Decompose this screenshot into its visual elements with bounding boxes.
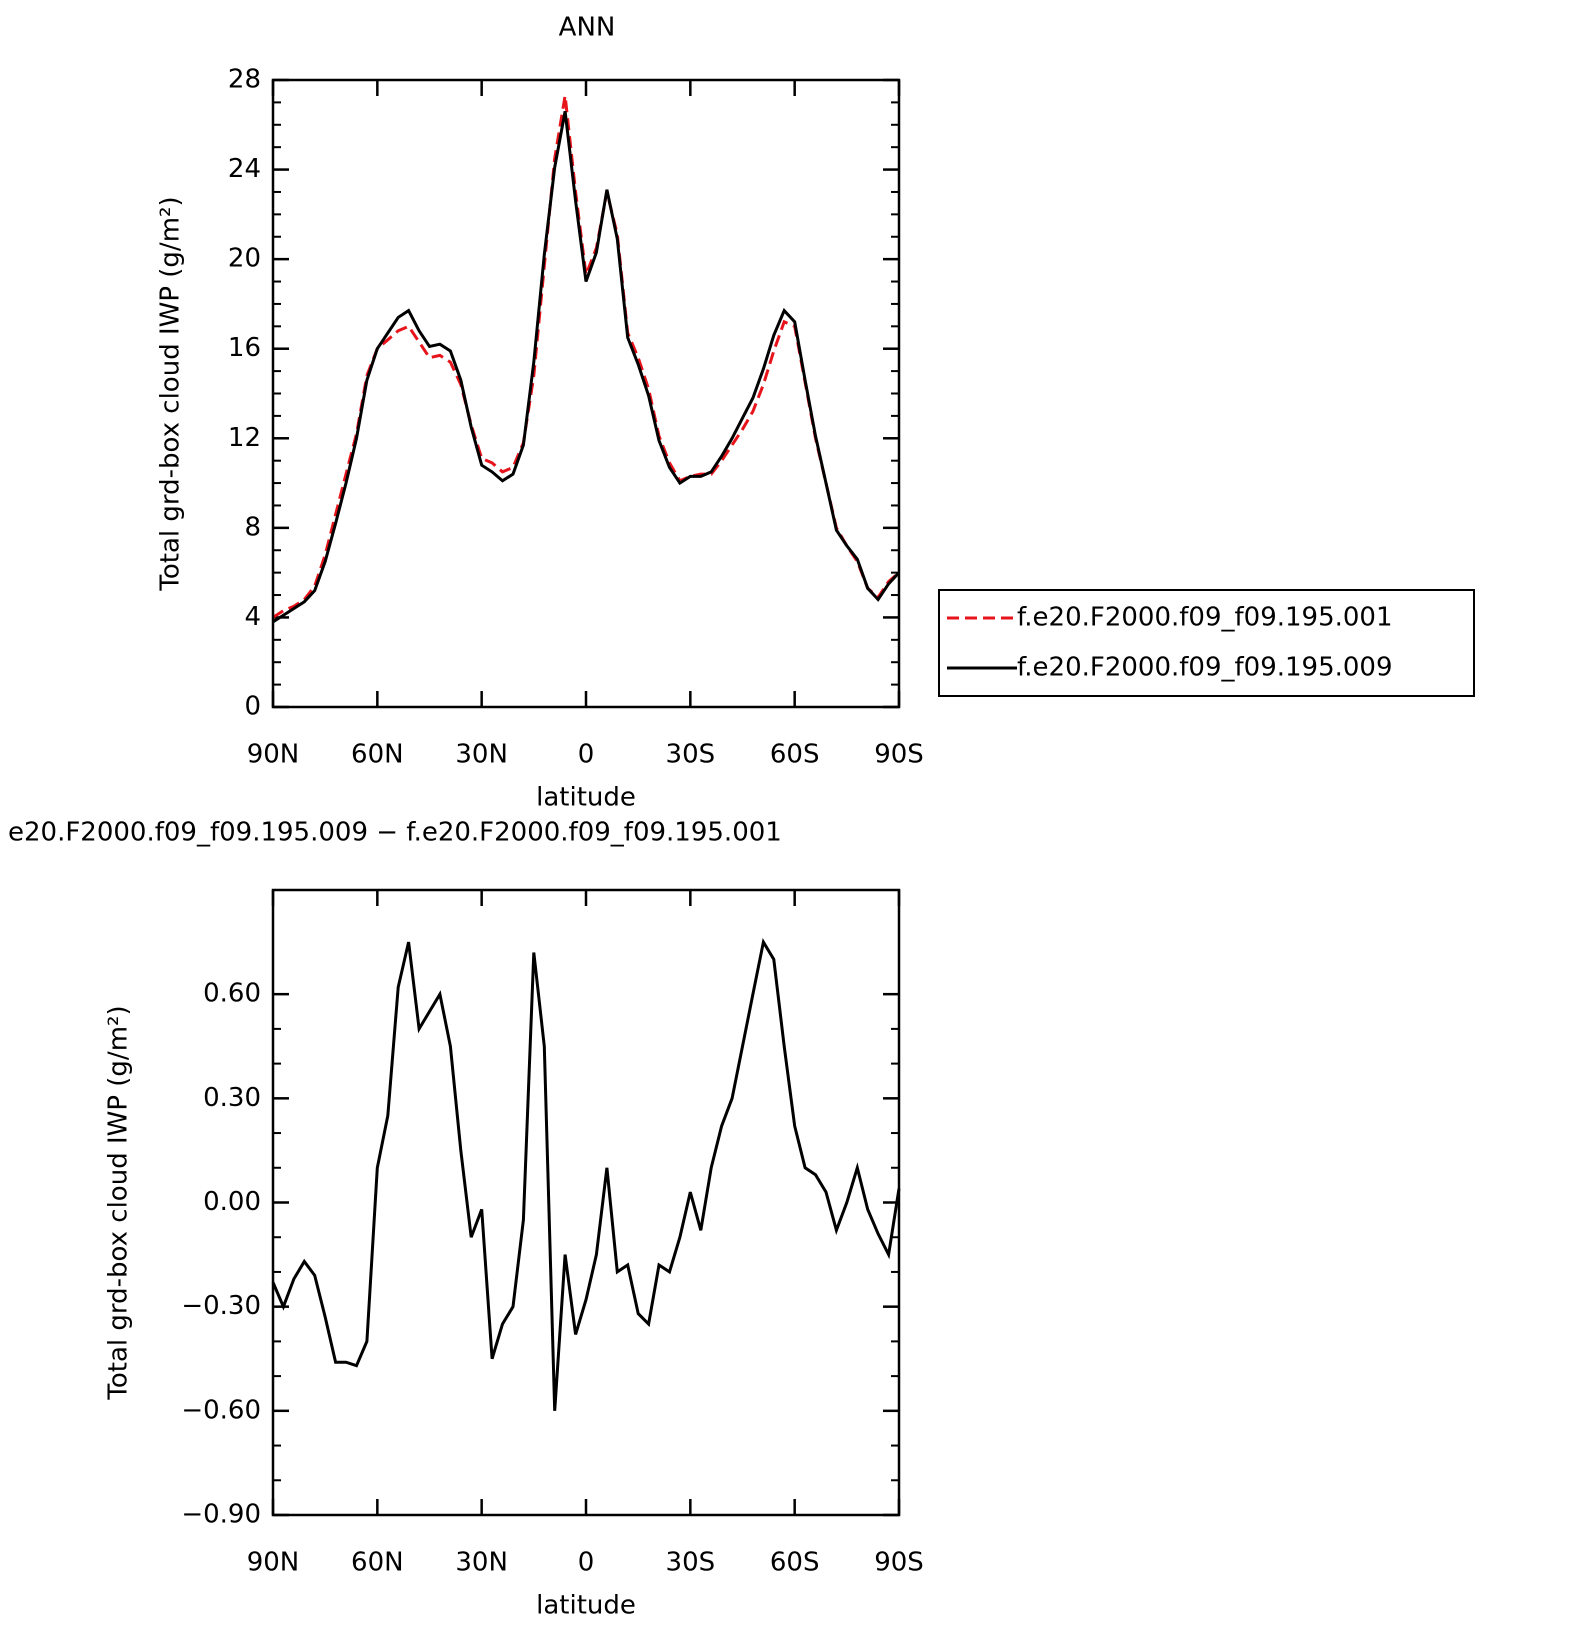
y-tick-label: 8 [244, 512, 261, 542]
x-tick-label: 30S [666, 740, 716, 770]
data-line [272, 95, 900, 619]
x-tick-label: 60N [351, 740, 404, 770]
y-tick-label: 0.30 [203, 1083, 261, 1113]
y-tick-label: 0.00 [203, 1187, 261, 1217]
y-tick-label: −0.90 [181, 1500, 261, 1530]
x-tick-label: 30S [666, 1548, 716, 1578]
data-line [272, 111, 901, 624]
y-tick-label: 12 [228, 423, 261, 453]
y-tick-label: 4 [244, 602, 261, 632]
x-tick-label: 90N [247, 740, 300, 770]
x-tick-label: 60N [351, 1548, 404, 1578]
plot-frame [271, 888, 901, 1517]
x-tick-label: 90N [247, 1548, 300, 1578]
x-tick-label: 0 [578, 740, 595, 770]
data-line [271, 938, 901, 1411]
legend-label: f.e20.F2000.f09_f09.195.001 [1017, 603, 1393, 633]
y-axis-label: Total grd-box cloud IWP (g/m²) [104, 1005, 134, 1400]
legend-box [938, 589, 1475, 697]
legend-label: f.e20.F2000.f09_f09.195.009 [1017, 653, 1393, 683]
y-tick-label: 28 [228, 65, 261, 95]
chart-title: ANN [559, 13, 616, 43]
y-tick-label: 0.60 [203, 979, 261, 1009]
y-tick-label: 20 [228, 244, 261, 274]
y-tick-label: 16 [228, 333, 261, 363]
x-tick-label: 30N [455, 740, 508, 770]
x-axis-label: latitude [536, 783, 636, 813]
chart-title: e20.F2000.f09_f09.195.009 − f.e20.F2000.… [8, 818, 782, 848]
x-tick-label: 90S [874, 1548, 924, 1578]
y-axis-label: Total grd-box cloud IWP (g/m²) [156, 196, 186, 591]
x-tick-label: 90S [874, 740, 924, 770]
y-tick-label: 24 [228, 154, 261, 184]
plot-frame [271, 78, 901, 709]
x-tick-label: 0 [578, 1548, 595, 1578]
x-tick-label: 60S [770, 740, 820, 770]
y-tick-label: −0.60 [181, 1395, 261, 1425]
x-axis-label: latitude [536, 1591, 636, 1621]
y-tick-label: 0 [244, 692, 261, 722]
y-tick-label: −0.30 [181, 1291, 261, 1321]
x-tick-label: 30N [455, 1548, 508, 1578]
x-tick-label: 60S [770, 1548, 820, 1578]
